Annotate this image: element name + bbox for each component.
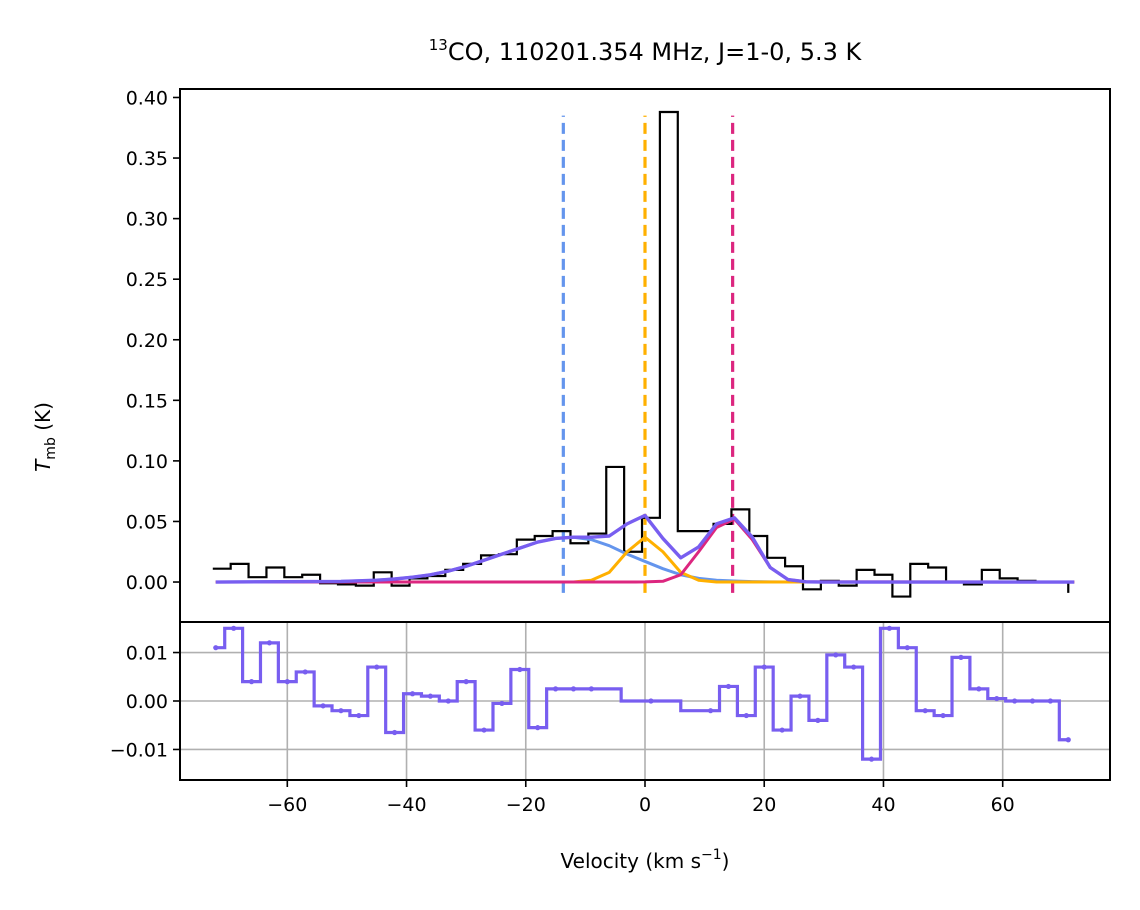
spectrum-series <box>212 110 1075 598</box>
residual-y-tick-label: −0.01 <box>110 739 168 761</box>
residual-point <box>374 664 380 670</box>
spectrum-y-tick-label: 0.25 <box>126 269 168 291</box>
residual-point <box>1047 698 1053 704</box>
residual-point <box>535 725 541 731</box>
residual-point <box>517 666 523 673</box>
residual-point <box>904 645 910 651</box>
x-tick-label: −60 <box>267 794 307 816</box>
residual-point <box>588 686 594 692</box>
spectrum-panel: 0.00 0.05 0.10 0.15 0.20 0.25 0.30 0.35 0.40 <box>126 87 1111 623</box>
residual-point <box>338 708 344 714</box>
residual-point <box>797 693 803 699</box>
residual-point <box>284 679 290 685</box>
residual-point <box>356 712 362 719</box>
spectrum-y-tick-label: 0.30 <box>126 209 168 231</box>
spectrum-y-label: Tmb (K) <box>31 402 59 472</box>
residual-point <box>427 693 433 699</box>
residual-point <box>248 679 255 685</box>
residual-y-ticks: −0.01 0.00 0.01 <box>110 643 180 761</box>
residual-y-tick-label: 0.00 <box>126 691 168 713</box>
x-tick-label: 60 <box>991 794 1015 816</box>
spectrum-frame <box>179 88 1111 623</box>
residual-point <box>320 703 326 709</box>
residual-line <box>215 626 1069 761</box>
residual-point <box>976 686 982 692</box>
residual-point <box>922 708 928 714</box>
x-axis-label-close: ) <box>722 849 730 873</box>
x-tick-label: −20 <box>506 794 546 816</box>
residual-point <box>648 698 654 704</box>
observed-spectrum-line <box>212 110 1070 598</box>
residual-point <box>392 729 398 736</box>
spectrum-y-label-main: T <box>31 458 55 472</box>
x-axis-label: Velocity (km s−1) <box>561 847 730 873</box>
residual-point <box>851 664 857 670</box>
residual-point <box>779 727 785 733</box>
spectrum-y-ticks: 0.00 0.05 0.10 0.15 0.20 0.25 0.30 0.35 0.40 <box>126 87 180 594</box>
x-tick-label: 20 <box>752 794 776 816</box>
residual-point <box>1029 698 1036 704</box>
residual-point <box>743 712 749 719</box>
residual-point <box>958 654 964 660</box>
residual-point <box>707 708 714 714</box>
residual-y-tick-label: 0.01 <box>126 643 168 665</box>
chart-title-main: CO, 110201.354 MHz, J=1-0, 5.3 K <box>448 38 863 66</box>
spectrum-y-tick-label: 0.20 <box>126 330 168 352</box>
residual-point <box>231 625 237 631</box>
residual-series <box>213 625 1071 762</box>
residual-point <box>481 727 487 733</box>
residual-panel: −0.01 0.00 0.01 −60 −40 −20 0 20 40 60 <box>110 621 1111 816</box>
residual-point <box>1065 737 1071 743</box>
chart-title-isotope: 13 <box>429 36 448 54</box>
residual-point <box>761 664 767 670</box>
residual-point <box>815 717 821 723</box>
fit-component-line <box>215 535 1075 584</box>
residual-frame <box>179 621 1111 781</box>
residual-point <box>552 686 559 692</box>
spectrum-y-tick-label: 0.15 <box>126 390 168 412</box>
residual-point <box>940 712 946 719</box>
residual-x-ticks: −60 −40 −20 0 20 40 60 <box>267 780 1015 816</box>
residual-point <box>213 645 219 651</box>
residual-point <box>499 700 505 707</box>
x-tick-label: −40 <box>386 794 426 816</box>
residual-point <box>570 686 577 692</box>
spectrum-y-label-unit: (K) <box>31 402 55 437</box>
x-axis-label-exponent: −1 <box>701 847 722 863</box>
residual-point <box>833 652 839 658</box>
residual-point <box>886 625 893 631</box>
residual-point <box>445 698 451 704</box>
spectrum-y-tick-label: 0.40 <box>126 87 168 109</box>
spectrum-y-tick-label: 0.05 <box>126 511 168 533</box>
residual-point <box>463 679 469 685</box>
fit-component-line <box>215 513 1075 584</box>
residual-point <box>868 756 875 762</box>
chart-title: 13CO, 110201.354 MHz, J=1-0, 5.3 K <box>429 36 863 66</box>
residual-point <box>266 640 273 646</box>
spectrum-y-tick-label: 0.00 <box>126 572 168 594</box>
spectrum-y-tick-label: 0.35 <box>126 148 168 170</box>
residual-point <box>725 683 732 690</box>
residual-point <box>409 691 416 697</box>
velocity-markers <box>561 115 735 593</box>
spectrum-y-label-sub: mb <box>43 437 59 460</box>
x-tick-label: 0 <box>639 794 651 816</box>
x-tick-label: 40 <box>871 794 895 816</box>
residual-point <box>302 669 308 675</box>
spectrum-y-tick-label: 0.10 <box>126 451 168 473</box>
residual-point <box>1012 698 1018 704</box>
residual-point <box>994 695 1000 702</box>
x-axis-label-main: Velocity (km s <box>561 849 701 873</box>
